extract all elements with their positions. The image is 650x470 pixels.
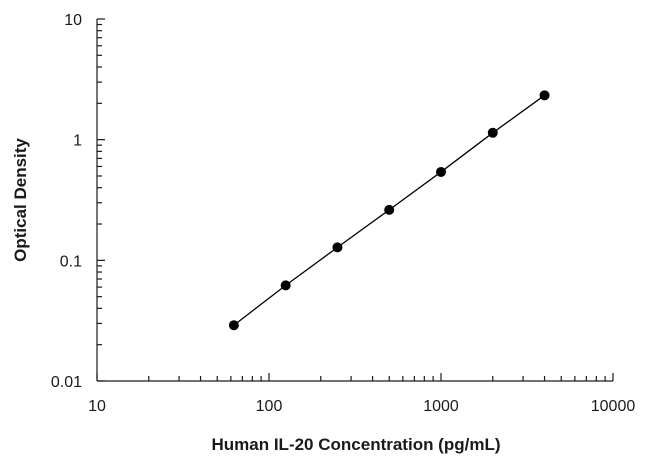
y-axis-title: Optical Density [11, 138, 30, 262]
x-tick-label: 10 [88, 398, 106, 415]
axes [96, 19, 613, 382]
series [228, 90, 550, 331]
data-point [384, 204, 395, 215]
y-tick-label: 1 [73, 133, 82, 150]
y-tick-label: 10 [64, 12, 82, 29]
tick-labels: 10 100 1000 10000 0.01 0.1 1 10 [51, 12, 635, 415]
data-point [228, 320, 239, 331]
x-tick-label: 1000 [423, 398, 459, 415]
y-tick-label: 0.01 [51, 374, 82, 391]
y-tick-label: 0.1 [60, 253, 82, 270]
data-point [332, 242, 343, 253]
x-tick-label: 100 [256, 398, 283, 415]
data-point [539, 90, 550, 101]
data-point [280, 280, 291, 291]
ticks [96, 18, 614, 382]
data-point [436, 166, 446, 177]
x-tick-label: 10000 [591, 398, 636, 415]
x-axis-title: Human IL-20 Concentration (pg/mL) [212, 435, 501, 454]
data-point [487, 127, 498, 138]
